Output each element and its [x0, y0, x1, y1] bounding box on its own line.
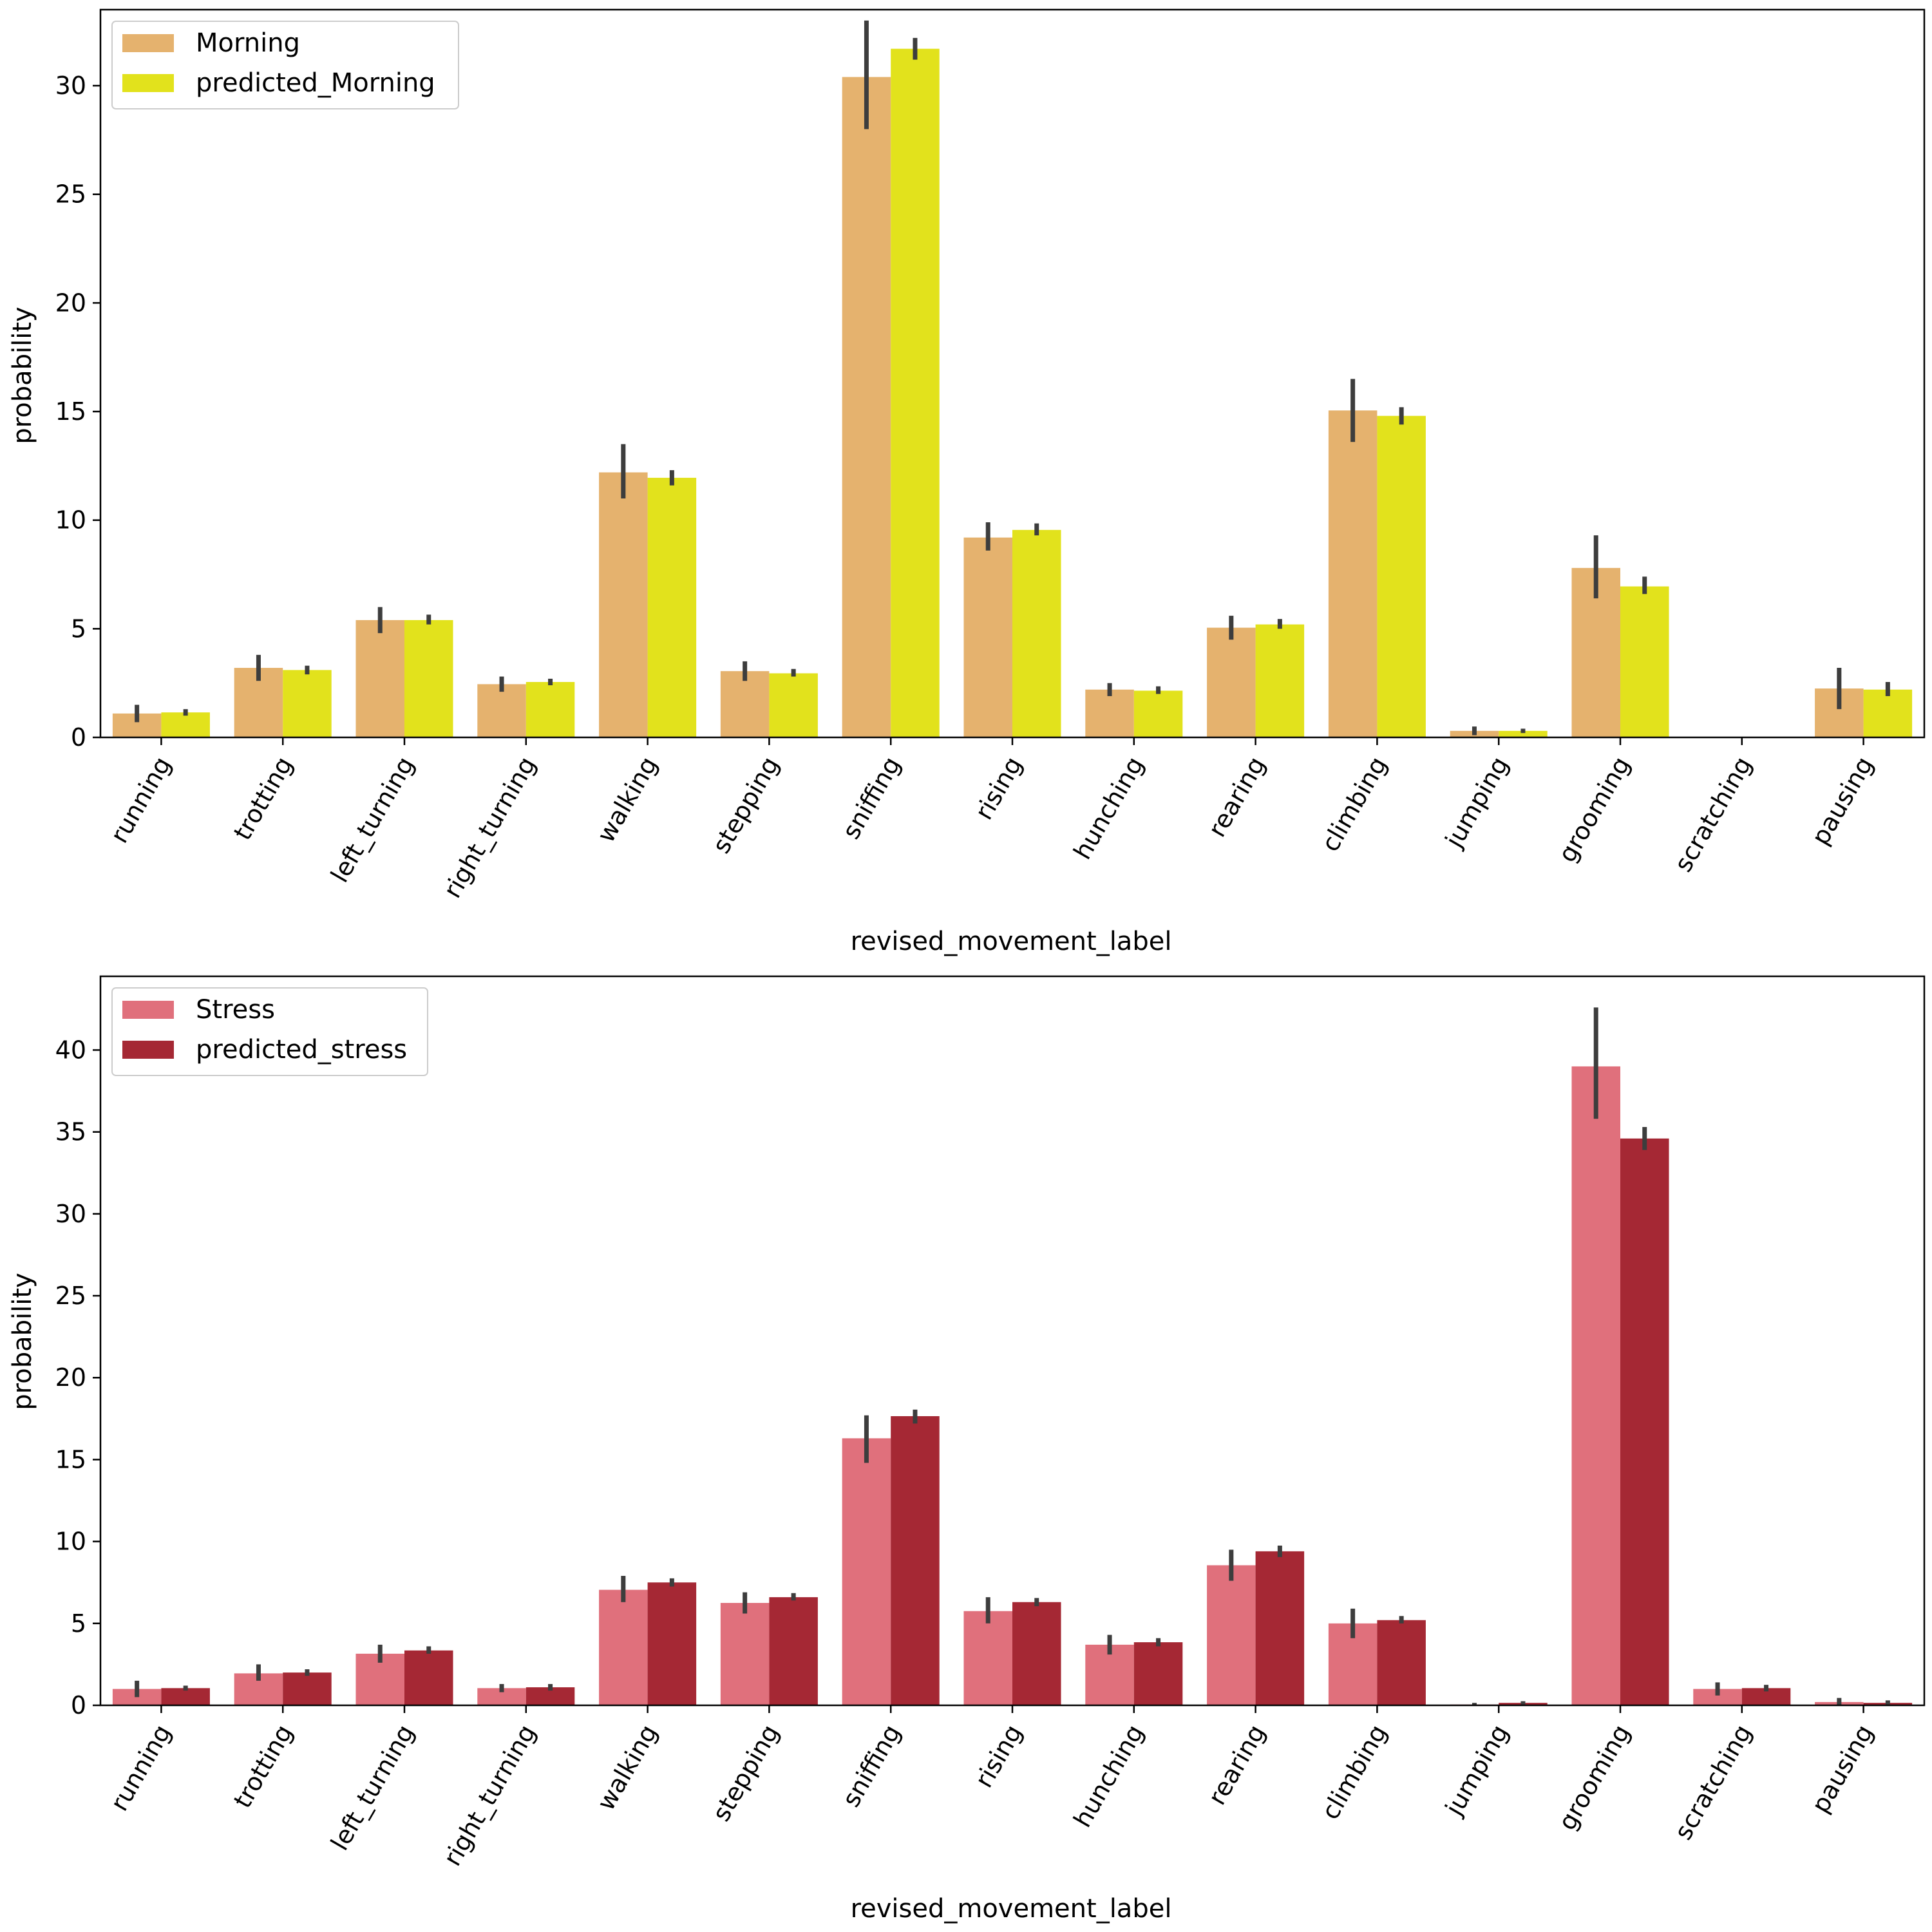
bar: [161, 1688, 210, 1705]
bar: [283, 670, 332, 737]
bar: [1255, 1551, 1305, 1705]
bar: [161, 712, 210, 737]
bar: [1377, 415, 1426, 737]
y-tick-label: 20: [55, 289, 86, 317]
bar: [283, 1672, 332, 1705]
y-tick-label: 0: [71, 1691, 86, 1719]
bar: [1133, 1642, 1183, 1705]
bar: [891, 1416, 940, 1705]
legend: Morning predicted_Morning: [111, 21, 459, 109]
bar: [769, 1597, 818, 1705]
y-tick-label: 35: [55, 1118, 86, 1146]
y-tick-label: 15: [55, 397, 86, 426]
bar: [1085, 1644, 1134, 1705]
series-predicted_Morning: [161, 37, 1913, 737]
bar: [355, 620, 404, 737]
bar: [1207, 627, 1256, 737]
series-Stress: [112, 1007, 1864, 1705]
y-tick-label: 30: [55, 1200, 86, 1228]
y-axis-label: probability: [8, 1273, 37, 1410]
legend-label: predicted_Morning: [196, 68, 435, 98]
bar: [769, 673, 818, 737]
y-tick-label: 10: [55, 506, 86, 535]
bar: [842, 77, 891, 738]
y-tick-label: 15: [55, 1445, 86, 1473]
bar: [1328, 410, 1378, 737]
bar: [526, 681, 575, 737]
legend-swatch: [122, 74, 174, 92]
bar: [1012, 529, 1061, 737]
bar: [963, 537, 1012, 737]
legend-swatch: [122, 1001, 174, 1019]
bar: [1863, 689, 1913, 737]
bar: [1255, 624, 1305, 737]
bar: [599, 1589, 648, 1705]
y-axis-label: probability: [8, 307, 37, 444]
series-predicted_stress: [161, 1127, 1913, 1705]
legend-label: Morning: [196, 28, 300, 58]
y-tick-label: 30: [55, 71, 86, 100]
y-tick-label: 20: [55, 1363, 86, 1392]
bar: [1012, 1602, 1061, 1705]
y-tick-label: 10: [55, 1528, 86, 1556]
y-tick-label: 5: [71, 614, 86, 643]
bar: [404, 1650, 453, 1705]
y-tick-label: 5: [71, 1609, 86, 1638]
y-tick-label: 40: [55, 1036, 86, 1064]
legend: Stress predicted_stress: [111, 987, 428, 1076]
y-tick-label: 25: [55, 1282, 86, 1310]
bar: [963, 1611, 1012, 1705]
y-tick-label: 0: [71, 723, 86, 752]
bar: [1620, 1138, 1669, 1705]
bar: [477, 684, 526, 737]
bar: [720, 1603, 770, 1705]
bar: [1085, 689, 1134, 737]
bar: [1377, 1620, 1426, 1705]
legend-swatch: [122, 34, 174, 52]
bar: [647, 1582, 697, 1705]
legend-label: Stress: [196, 995, 275, 1025]
bar: [1133, 690, 1183, 737]
bar: [842, 1438, 891, 1705]
bar: [1620, 586, 1669, 737]
bar: [404, 620, 453, 737]
bar: [1499, 730, 1548, 737]
x-axis-label: revised_movement_label: [851, 927, 1172, 956]
bar: [1207, 1565, 1256, 1705]
y-tick-label: 25: [55, 180, 86, 209]
series-Morning: [112, 20, 1864, 738]
bar: [720, 671, 770, 737]
x-axis-label: revised_movement_label: [851, 1894, 1172, 1924]
bar: [599, 472, 648, 737]
legend-swatch: [122, 1041, 174, 1059]
legend-label: predicted_stress: [196, 1035, 407, 1065]
bar: [891, 48, 940, 737]
bar: [1571, 1066, 1620, 1705]
legend-box: [111, 987, 428, 1076]
bar: [647, 477, 697, 737]
legend-box: [111, 21, 459, 109]
